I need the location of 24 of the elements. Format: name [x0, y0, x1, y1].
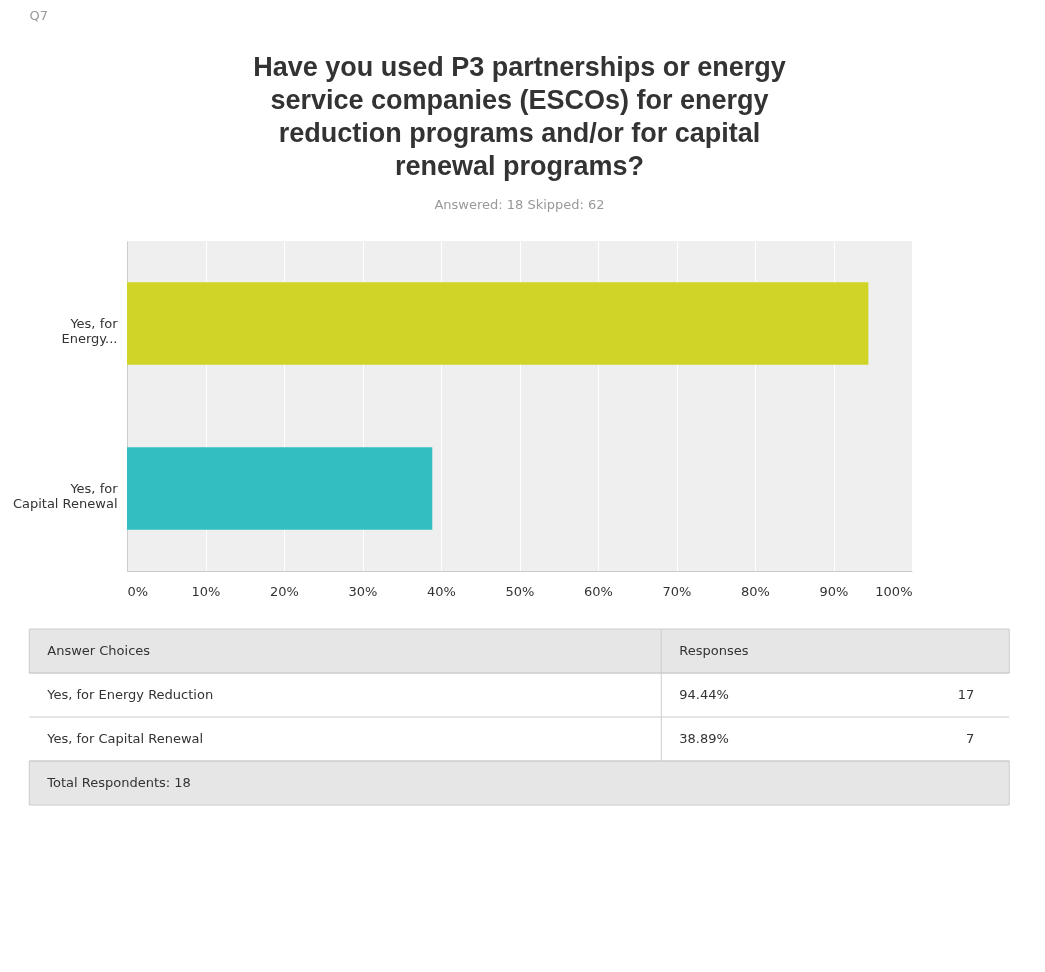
x-tick-label: 100%	[875, 583, 913, 599]
x-tick-label: 70%	[662, 583, 692, 599]
x-tick-label: 40%	[427, 583, 456, 599]
text: Yes, for Capital Renewal	[46, 731, 204, 746]
y-tick-label: Yes, for Energy...	[61, 315, 119, 346]
text: Q7	[29, 8, 49, 23]
text: Answer Choices	[47, 643, 151, 658]
chart-title: Have you used P3 partnerships or energy service companies (ESCOs) for energy reduction programs and/or for capital renewal programs?	[253, 52, 786, 181]
x-tick-label: 10%	[191, 583, 221, 599]
text: 94.44%	[679, 687, 729, 702]
x-tick-label: 90%	[819, 583, 849, 599]
text: Total Respondents: 18	[46, 775, 191, 790]
x-tick-label: 30%	[348, 583, 378, 599]
text: 38.89%	[679, 731, 729, 746]
x-tick-label: 0%	[127, 583, 149, 599]
text: 7	[965, 731, 975, 746]
x-tick-label: 80%	[741, 583, 770, 599]
x-tick-label: 20%	[270, 583, 299, 599]
text: Responses	[679, 643, 749, 658]
x-tick-label: 50%	[505, 583, 535, 599]
chart-subtitle: Answered: 18 Skipped: 62	[434, 197, 605, 212]
x-tick-label: 60%	[584, 583, 613, 599]
text: Yes, for Energy Reduction	[46, 687, 214, 702]
text: 17	[957, 687, 975, 702]
